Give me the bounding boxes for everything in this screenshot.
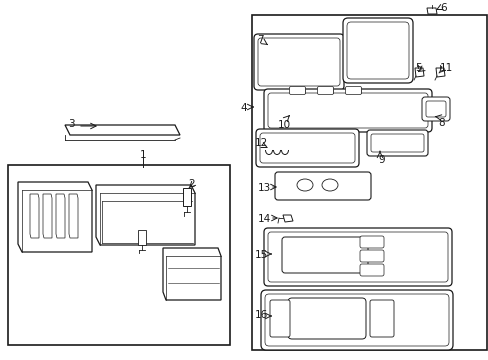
FancyBboxPatch shape xyxy=(317,86,333,94)
FancyBboxPatch shape xyxy=(261,290,452,350)
FancyBboxPatch shape xyxy=(253,34,343,90)
Polygon shape xyxy=(56,194,65,238)
FancyBboxPatch shape xyxy=(342,18,412,83)
FancyBboxPatch shape xyxy=(345,86,361,94)
FancyBboxPatch shape xyxy=(267,93,427,128)
Text: 7: 7 xyxy=(257,35,263,45)
FancyBboxPatch shape xyxy=(289,86,305,94)
Text: 15: 15 xyxy=(254,250,268,260)
FancyBboxPatch shape xyxy=(369,300,393,337)
FancyBboxPatch shape xyxy=(370,134,423,152)
Polygon shape xyxy=(435,68,444,77)
FancyBboxPatch shape xyxy=(264,89,431,132)
FancyBboxPatch shape xyxy=(425,101,445,117)
Polygon shape xyxy=(96,185,195,245)
Text: 12: 12 xyxy=(254,138,268,148)
Polygon shape xyxy=(183,188,191,206)
FancyBboxPatch shape xyxy=(287,298,365,339)
Text: 6: 6 xyxy=(439,3,446,13)
FancyBboxPatch shape xyxy=(258,38,339,86)
Bar xyxy=(8,165,229,345)
Polygon shape xyxy=(69,194,78,238)
Ellipse shape xyxy=(293,176,315,194)
FancyBboxPatch shape xyxy=(366,130,427,156)
FancyBboxPatch shape xyxy=(359,264,383,276)
Polygon shape xyxy=(346,88,360,93)
Text: 4: 4 xyxy=(240,103,246,113)
Polygon shape xyxy=(426,8,436,14)
FancyBboxPatch shape xyxy=(264,228,451,286)
FancyBboxPatch shape xyxy=(260,133,354,163)
Text: 14: 14 xyxy=(258,214,271,224)
Polygon shape xyxy=(30,194,39,238)
Ellipse shape xyxy=(296,179,312,191)
Text: 9: 9 xyxy=(377,155,384,165)
Polygon shape xyxy=(163,248,221,300)
Polygon shape xyxy=(289,88,305,93)
Polygon shape xyxy=(18,182,92,252)
FancyBboxPatch shape xyxy=(421,97,449,121)
FancyBboxPatch shape xyxy=(362,35,392,55)
Ellipse shape xyxy=(318,176,340,194)
FancyBboxPatch shape xyxy=(282,237,367,273)
Polygon shape xyxy=(414,68,423,77)
FancyBboxPatch shape xyxy=(359,236,383,248)
FancyBboxPatch shape xyxy=(359,250,383,262)
Text: 8: 8 xyxy=(437,118,444,128)
Text: 2: 2 xyxy=(187,179,194,189)
Text: 5: 5 xyxy=(414,63,421,73)
Ellipse shape xyxy=(321,179,337,191)
Text: 11: 11 xyxy=(439,63,452,73)
Text: 16: 16 xyxy=(254,310,268,320)
Bar xyxy=(251,15,486,350)
Polygon shape xyxy=(65,125,180,135)
Text: 3: 3 xyxy=(68,119,75,129)
FancyBboxPatch shape xyxy=(269,300,289,337)
FancyBboxPatch shape xyxy=(256,129,358,167)
FancyBboxPatch shape xyxy=(274,172,370,200)
Polygon shape xyxy=(43,194,52,238)
FancyBboxPatch shape xyxy=(264,294,448,346)
Text: 13: 13 xyxy=(258,183,271,193)
Text: 1: 1 xyxy=(140,150,146,160)
Polygon shape xyxy=(283,215,292,222)
Text: 10: 10 xyxy=(278,120,290,130)
Polygon shape xyxy=(138,230,146,245)
FancyBboxPatch shape xyxy=(346,22,408,79)
Polygon shape xyxy=(317,88,332,93)
FancyBboxPatch shape xyxy=(267,232,447,282)
